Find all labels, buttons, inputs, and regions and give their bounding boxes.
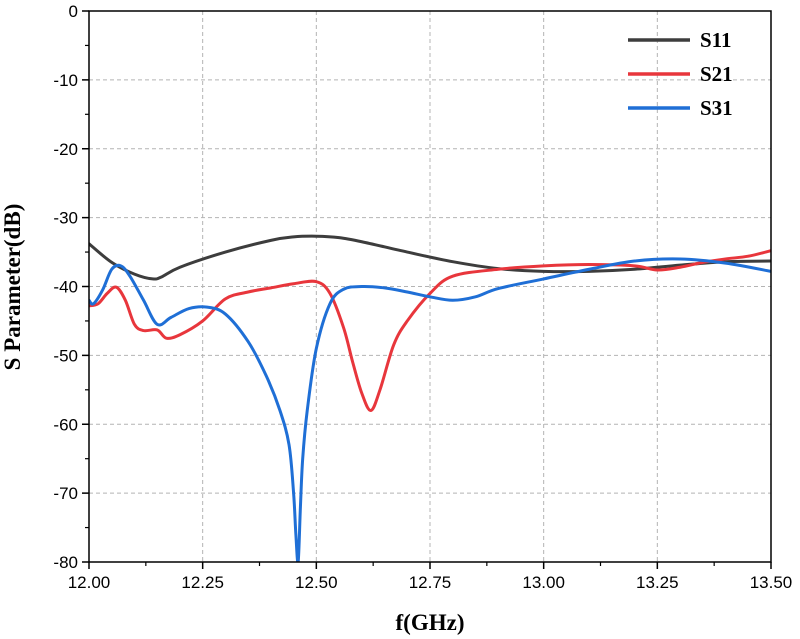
x-tick-label: 13.50 bbox=[750, 573, 793, 592]
x-tick-label: 13.00 bbox=[522, 573, 565, 592]
x-tick-label: 12.50 bbox=[295, 573, 338, 592]
y-tick-label: -70 bbox=[53, 484, 78, 503]
x-tick-label: 13.25 bbox=[636, 573, 679, 592]
x-tick-label: 12.25 bbox=[181, 573, 224, 592]
legend-label-s31: S31 bbox=[700, 96, 733, 120]
y-tick-label: -20 bbox=[53, 140, 78, 159]
y-axis-title: S Parameter(dB) bbox=[0, 204, 25, 371]
series-line-s11 bbox=[89, 234, 771, 281]
x-tick-label: 12.75 bbox=[409, 573, 452, 592]
axis-ticks: 12.00 12.25 12.50 12.75 13.00 13.25 13.50 0 -10 -… bbox=[53, 2, 792, 592]
legend: S11 S21 S31 bbox=[628, 28, 733, 120]
legend-label-s11: S11 bbox=[700, 28, 732, 52]
y-tick-label: -40 bbox=[53, 278, 78, 297]
x-axis-title: f(GHz) bbox=[396, 610, 465, 635]
legend-label-s21: S21 bbox=[700, 62, 733, 86]
y-tick-label: 0 bbox=[69, 2, 78, 21]
series-lines bbox=[89, 234, 771, 562]
y-tick-label: -30 bbox=[53, 209, 78, 228]
series-line-s31 bbox=[89, 257, 771, 562]
series-line-s21 bbox=[89, 249, 771, 412]
y-tick-label: -10 bbox=[53, 71, 78, 90]
y-tick-label: -60 bbox=[53, 415, 78, 434]
y-tick-label: -50 bbox=[53, 346, 78, 365]
grid bbox=[89, 11, 771, 562]
y-tick-label: -80 bbox=[53, 553, 78, 572]
x-tick-label: 12.00 bbox=[68, 573, 111, 592]
